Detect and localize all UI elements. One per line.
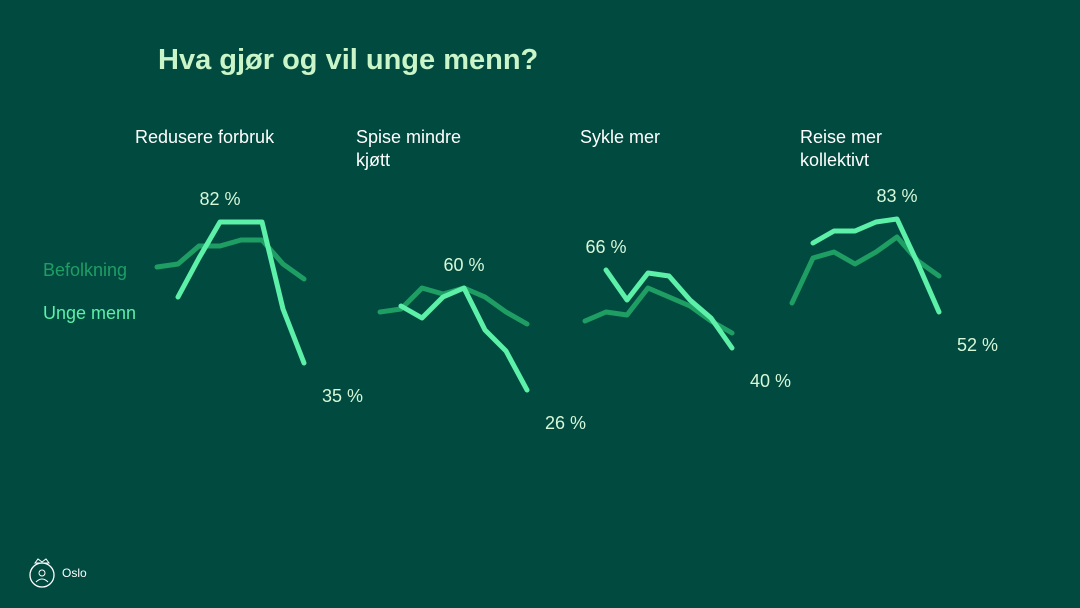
- data-label: 83 %: [876, 186, 917, 206]
- data-label: 35 %: [322, 386, 363, 406]
- series-line: [582, 285, 735, 336]
- data-label: 40 %: [750, 371, 791, 391]
- logo-text: Oslo: [62, 566, 87, 580]
- chart-title: Sykle mer: [580, 127, 661, 147]
- series-line: [603, 267, 735, 351]
- legend-label: Unge menn: [43, 303, 136, 323]
- data-label: 82 %: [199, 189, 240, 209]
- chart-title: Reise mer kollektivt: [800, 127, 883, 170]
- slide-title: Hva gjør og vil unge menn?: [158, 44, 539, 76]
- series-line: [398, 285, 530, 393]
- data-label: 66 %: [585, 237, 626, 257]
- data-label: 60 %: [443, 255, 484, 275]
- series-line: [810, 216, 942, 315]
- data-label: 26 %: [545, 413, 586, 433]
- chart-title: Spise mindre kjøtt: [356, 127, 462, 170]
- chart-title: Redusere forbruk: [135, 127, 275, 147]
- oslo-logo: [29, 558, 55, 588]
- footer: Oslo: [28, 557, 87, 589]
- legend-label: Befolkning: [43, 260, 127, 280]
- series-line: [789, 234, 942, 306]
- series-line: [154, 237, 307, 282]
- series-line: [175, 219, 307, 366]
- data-label: 52 %: [957, 335, 998, 355]
